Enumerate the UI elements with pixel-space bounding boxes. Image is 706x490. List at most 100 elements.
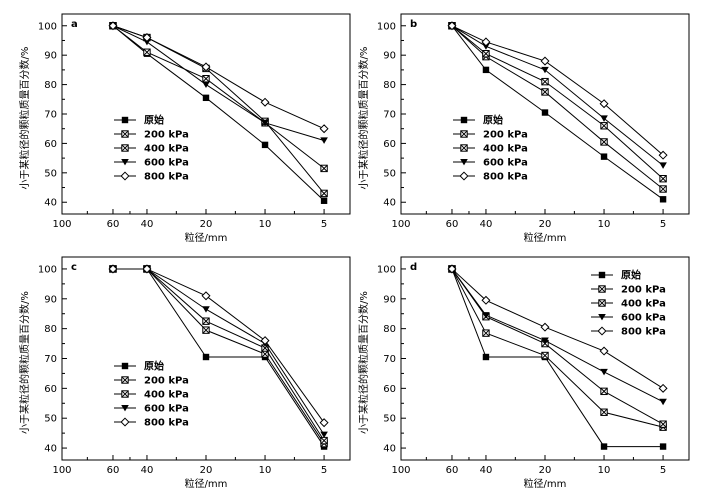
y-tick-label: 80 <box>383 80 396 91</box>
legend-label: 原始 <box>621 269 641 282</box>
data-point <box>319 124 329 134</box>
legend-marker <box>120 417 130 427</box>
legend-label: 原始 <box>144 114 164 127</box>
legend-marker <box>459 171 469 181</box>
y-tick-label: 70 <box>44 354 57 365</box>
data-point <box>482 312 490 319</box>
legend-marker-cross <box>121 390 129 398</box>
x-tick-label: 10 <box>598 219 611 230</box>
data-point <box>202 75 210 83</box>
data-point <box>540 56 550 66</box>
data-point <box>600 153 608 160</box>
data-point <box>202 81 210 89</box>
legend-label: 600 kPa <box>144 404 189 415</box>
y-tick-label: 80 <box>44 80 57 91</box>
legend-label: 200 kPa <box>483 130 528 141</box>
data-point <box>320 164 328 173</box>
series-1 <box>109 22 328 204</box>
x-tick-label: 5 <box>660 219 666 230</box>
y-tick-label: 100 <box>38 264 57 275</box>
data-point-cross <box>320 437 328 445</box>
y-axis-label: 小于某粒径的颗粒质量百分数/% <box>357 291 370 434</box>
data-point <box>600 387 608 396</box>
y-tick-label: 60 <box>383 384 396 395</box>
data-point <box>447 21 457 31</box>
legend-marker-cross <box>121 130 129 138</box>
y-tick-label: 80 <box>383 324 396 335</box>
legend-marker <box>598 285 606 293</box>
x-tick-label: 5 <box>660 465 666 476</box>
legend-marker-cross <box>598 299 606 307</box>
x-tick-label: 20 <box>539 465 552 476</box>
x-tick-label: 10 <box>598 465 611 476</box>
data-point <box>320 197 328 204</box>
legend-label: 600 kPa <box>483 158 528 169</box>
y-tick-label: 50 <box>44 414 57 425</box>
data-point <box>600 138 608 146</box>
y-tick-label: 60 <box>44 139 57 150</box>
x-tick-label: 60 <box>446 219 459 230</box>
data-point <box>600 122 608 130</box>
data-point-cross <box>202 75 210 83</box>
y-tick-label: 40 <box>44 198 57 209</box>
y-tick-label: 90 <box>44 51 57 62</box>
series-4 <box>448 22 667 169</box>
x-axis-label: 粒径/mm <box>185 477 228 490</box>
data-point <box>143 48 151 56</box>
data-point <box>541 351 549 360</box>
data-point-cross <box>541 88 549 96</box>
series-5 <box>108 264 329 428</box>
series-4 <box>109 265 328 439</box>
data-point-cross <box>541 351 549 360</box>
x-tick-label: 5 <box>321 465 327 476</box>
data-point-cross <box>659 175 667 183</box>
data-point <box>320 431 328 439</box>
data-point-cross <box>482 50 490 58</box>
x-axis-label: 粒径/mm <box>524 477 567 490</box>
legend-marker <box>597 326 607 336</box>
y-tick-label: 100 <box>377 264 396 275</box>
legend-marker <box>121 130 129 138</box>
legend-marker <box>598 313 606 321</box>
series-5 <box>447 264 668 393</box>
data-point <box>659 443 667 450</box>
x-tick-label: 10 <box>259 219 272 230</box>
data-point <box>541 109 549 116</box>
legend-marker <box>460 144 468 152</box>
data-point-cross <box>202 317 210 325</box>
data-point <box>108 264 118 274</box>
y-tick-label: 80 <box>44 324 57 335</box>
legend-marker <box>121 376 129 384</box>
legend-label: 原始 <box>483 114 503 127</box>
data-point <box>108 21 118 31</box>
legend: 原始 200 kPa 400 kPa 600 kPa 800 kPa <box>114 360 189 429</box>
data-point <box>658 150 668 160</box>
x-tick-label: 10 <box>259 465 272 476</box>
series-3 <box>109 265 328 445</box>
legend-marker <box>121 144 129 152</box>
legend-marker <box>460 116 468 124</box>
panel-letter: d <box>410 262 417 273</box>
x-tick-label: 40 <box>141 219 154 230</box>
data-point <box>201 62 211 72</box>
x-tick-label: 100 <box>52 219 71 230</box>
y-axis-label: 小于某粒径的颗粒质量百分数/% <box>357 47 370 190</box>
x-tick-label: 60 <box>446 465 459 476</box>
data-point-cross <box>600 408 608 416</box>
data-point <box>482 66 490 74</box>
y-tick-label: 100 <box>377 21 396 32</box>
data-point <box>320 189 328 198</box>
x-tick-label: 40 <box>141 465 154 476</box>
x-tick-label: 100 <box>391 465 410 476</box>
x-tick-label: 40 <box>480 465 493 476</box>
data-point <box>541 88 549 96</box>
data-point-cross <box>202 326 210 334</box>
legend-marker-cross <box>460 144 468 152</box>
data-point <box>143 38 151 46</box>
x-tick-label: 20 <box>200 465 213 476</box>
data-point <box>599 346 609 356</box>
y-tick-label: 90 <box>44 294 57 305</box>
series-1 <box>109 265 328 450</box>
data-point <box>659 162 667 169</box>
data-point <box>482 43 490 50</box>
